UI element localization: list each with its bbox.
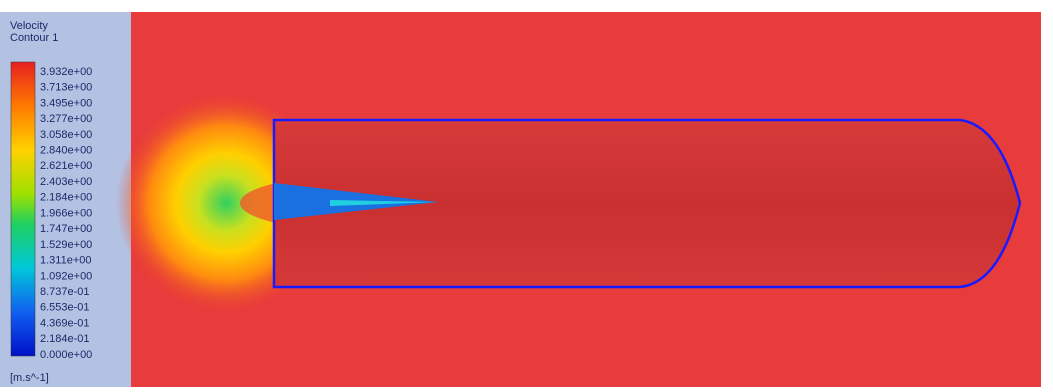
legend-label: 1.529e+00 bbox=[40, 239, 92, 251]
legend-label: 3.713e+00 bbox=[40, 82, 92, 94]
legend-label: 2.403e+00 bbox=[40, 176, 92, 188]
legend-label: 2.621e+00 bbox=[40, 160, 92, 172]
legend-title: Contour 1 bbox=[10, 32, 58, 44]
legend-label: 3.277e+00 bbox=[40, 113, 92, 125]
legend-title: Velocity bbox=[10, 20, 48, 32]
legend-label: 2.184e-01 bbox=[40, 333, 90, 345]
legend-label: 1.966e+00 bbox=[40, 207, 92, 219]
legend-label: 0.000e+00 bbox=[40, 349, 92, 361]
legend-label: 3.932e+00 bbox=[40, 66, 92, 78]
legend-unit: [m.s^-1] bbox=[10, 372, 49, 384]
color-bar bbox=[11, 62, 35, 356]
legend-label: 1.311e+00 bbox=[40, 255, 92, 267]
legend-label: 1.747e+00 bbox=[40, 223, 92, 235]
legend-label: 2.184e+00 bbox=[40, 192, 92, 204]
legend-label: 1.092e+00 bbox=[40, 270, 92, 282]
legend-label: 8.737e-01 bbox=[40, 286, 90, 298]
legend-label: 3.058e+00 bbox=[40, 129, 92, 141]
legend-label: 2.840e+00 bbox=[40, 145, 92, 157]
legend-label: 3.495e+00 bbox=[40, 97, 92, 109]
contour-view: Velocity Contour 1 [m.s^-1] 3.932e+00 3.7… bbox=[0, 0, 1053, 387]
legend-label: 4.369e-01 bbox=[40, 317, 90, 329]
legend-label: 6.553e-01 bbox=[40, 302, 90, 314]
